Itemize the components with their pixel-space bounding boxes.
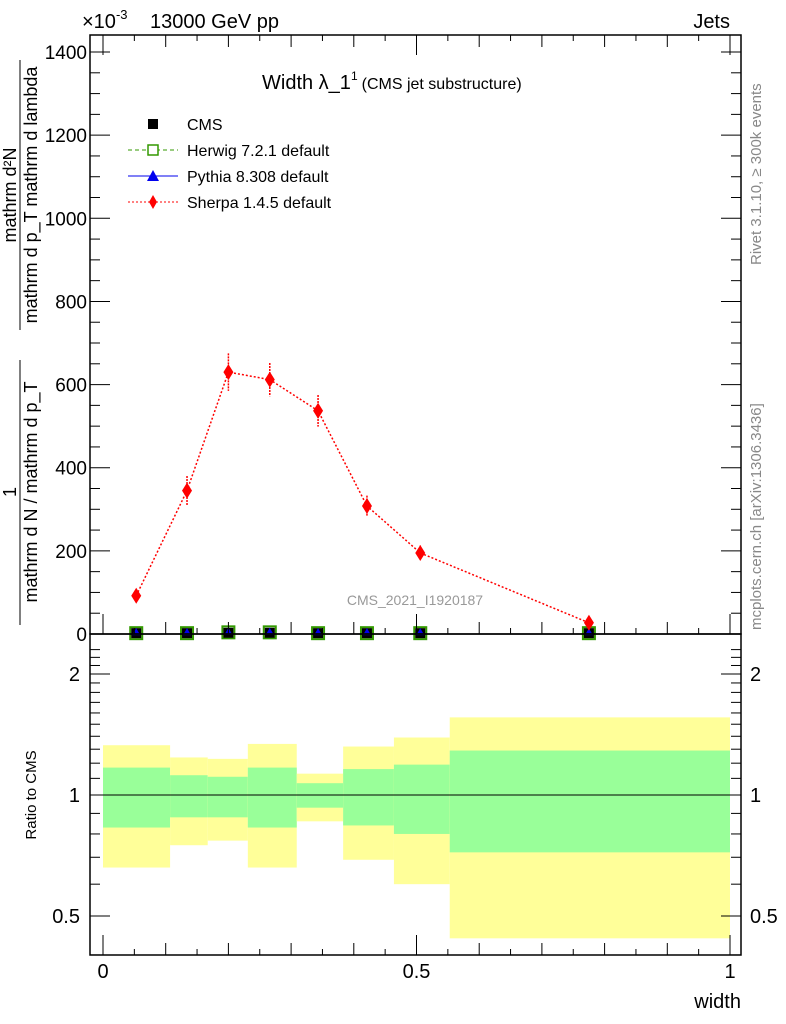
- ratio-inner-band: [247, 767, 297, 828]
- sherpa-point: [223, 364, 234, 381]
- ratio-y-tick-label-right: 2: [750, 664, 761, 686]
- sherpa-point: [264, 371, 275, 388]
- rivet-label: Rivet 3.1.10, ≥ 300k events: [748, 83, 765, 265]
- y-tick-label: 1400: [45, 43, 87, 64]
- ratio-inner-band: [103, 767, 171, 828]
- ratio-inner-band: [393, 764, 450, 834]
- sherpa-line: [135, 371, 590, 624]
- x-axis-label: width: [693, 991, 741, 1013]
- y-exponent: ×10-3: [82, 7, 128, 33]
- ratio-y-tick-label-right: 0.5: [750, 906, 778, 928]
- legend-herwig: Herwig 7.2.1 default: [187, 143, 330, 160]
- x-tick-label: 1: [724, 961, 735, 983]
- y-tick-label: 400: [55, 459, 87, 480]
- y-tick-label: 800: [55, 292, 87, 313]
- y-tick-label: 600: [55, 376, 87, 397]
- sherpa-point: [313, 402, 324, 419]
- y-axis-label: 1 mathrm d N / mathrm d p_T mathrm d²N m…: [0, 60, 42, 625]
- sherpa-point: [583, 614, 594, 631]
- x-tick-label: 0.5: [403, 961, 431, 983]
- legend-herwig-marker: [147, 144, 159, 156]
- sherpa-point: [182, 482, 193, 499]
- y-tick-label: 200: [55, 542, 87, 563]
- legend-pythia-marker: [147, 170, 159, 181]
- legend-pythia: Pythia 8.308 default: [187, 169, 329, 186]
- header-left: 13000 GeV pp: [150, 11, 279, 33]
- ratio-y-tick-label: 1: [69, 785, 80, 807]
- header-right: Jets: [693, 11, 730, 33]
- y-tick-label: 0: [76, 625, 87, 646]
- sherpa-point: [131, 587, 142, 604]
- ylabel-prefactor-den: mathrm d N / mathrm d p_T: [21, 381, 42, 602]
- legend-sherpa: Sherpa 1.4.5 default: [187, 195, 332, 212]
- legend: CMS Herwig 7.2.1 default Pythia 8.308 de…: [128, 117, 332, 212]
- ratio-ylabel: Ratio to CMS: [23, 750, 40, 839]
- ratio-inner-band: [449, 750, 730, 853]
- x-tick-label: 0: [97, 961, 108, 983]
- ratio-inner-band: [170, 775, 208, 818]
- ratio-y-tick-label-right: 1: [750, 785, 761, 807]
- legend-cms: CMS: [187, 117, 223, 134]
- pythia-point: [265, 627, 274, 635]
- y-tick-label: 1000: [45, 209, 87, 230]
- legend-cms-marker: [148, 119, 158, 129]
- chart-title: Width λ_11 (CMS jet substructure): [262, 69, 522, 94]
- sherpa-point: [415, 544, 426, 561]
- ylabel-prefactor-num: 1: [0, 487, 20, 497]
- ylabel-num: mathrm d²N: [0, 147, 20, 242]
- ylabel-den: mathrm d p_T mathrm d lambda: [21, 66, 42, 324]
- sherpa-point: [361, 497, 372, 514]
- ratio-y-tick-label: 0.5: [52, 906, 80, 928]
- legend-sherpa-marker: [149, 195, 157, 209]
- y-tick-label: 1200: [45, 126, 87, 147]
- ratio-bands: [103, 717, 730, 939]
- analysis-watermark: CMS_2021_I1920187: [347, 592, 483, 608]
- mcplots-label: mcplots.cern.ch [arXiv:1306.3436]: [748, 403, 765, 630]
- axis-ticks: 0 200 400 600 800 1000 1200 1400 0 0.5 1 0.5 0.5 1 1 2 2: [45, 35, 778, 983]
- ratio-inner-band: [343, 769, 394, 826]
- ratio-y-tick-label: 2: [69, 664, 80, 686]
- ratio-inner-band: [207, 776, 248, 818]
